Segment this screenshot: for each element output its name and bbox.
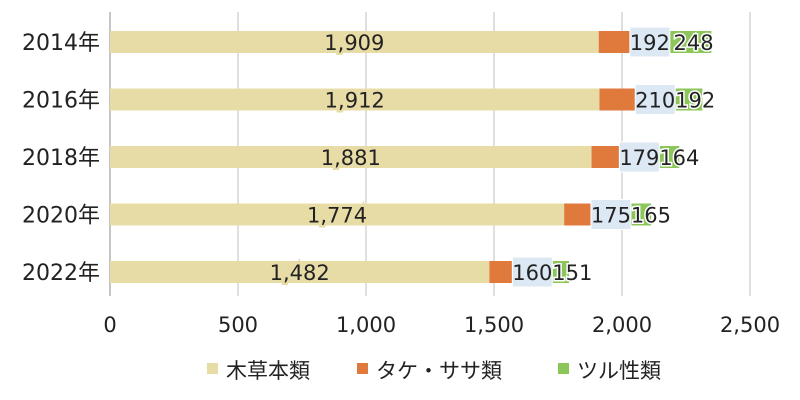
data-label: 151 [552, 261, 592, 285]
legend-label: 木草本類 [226, 359, 310, 383]
bar-segment-mokusohon [110, 31, 599, 53]
legend-label: ツル性類 [577, 359, 661, 383]
bar-segment-mokusohon [110, 88, 600, 111]
data-label-box [634, 84, 676, 115]
data-label: 179 [619, 146, 659, 170]
x-tick-label: 1,000 [336, 313, 396, 337]
data-label: 164 [659, 146, 699, 170]
x-tick-label: 2,000 [592, 313, 652, 337]
category-label: 2018年 [22, 146, 100, 171]
x-tick-label: 2,500 [720, 313, 780, 337]
legend-swatch [357, 363, 368, 374]
category-label: 2014年 [22, 31, 100, 56]
data-label: 1,774 [307, 204, 367, 228]
category-label: 2020年 [22, 204, 100, 229]
data-label: 192 [675, 89, 715, 113]
legend-swatch [207, 363, 218, 374]
data-label: 192 [630, 31, 670, 55]
data-label-box [629, 26, 671, 58]
data-label: 1,912 [325, 89, 385, 113]
data-label: 160 [512, 261, 552, 285]
data-label: 210 [635, 89, 675, 113]
data-label: 1,909 [324, 31, 384, 55]
data-label: 248 [674, 31, 714, 55]
x-tick-label: 500 [218, 313, 258, 337]
data-label-box [590, 199, 632, 230]
category-label: 2022年 [22, 261, 100, 286]
category-label: 2016年 [22, 89, 100, 114]
data-label-box [618, 141, 660, 173]
legend-label: タケ・ササ類 [376, 359, 502, 383]
bar-segment-mokusohon [110, 203, 565, 226]
x-tick-label: 1,500 [464, 313, 524, 337]
bar-segment-mokusohon [110, 261, 490, 283]
data-label: 175 [591, 204, 631, 228]
x-tick-label: 0 [103, 313, 116, 337]
data-label-box [511, 256, 553, 288]
data-label: 1,482 [270, 261, 330, 285]
legend-swatch [558, 363, 569, 374]
data-label: 1,881 [321, 146, 381, 170]
bar-segment-mokusohon [110, 146, 592, 168]
data-label: 165 [631, 204, 671, 228]
